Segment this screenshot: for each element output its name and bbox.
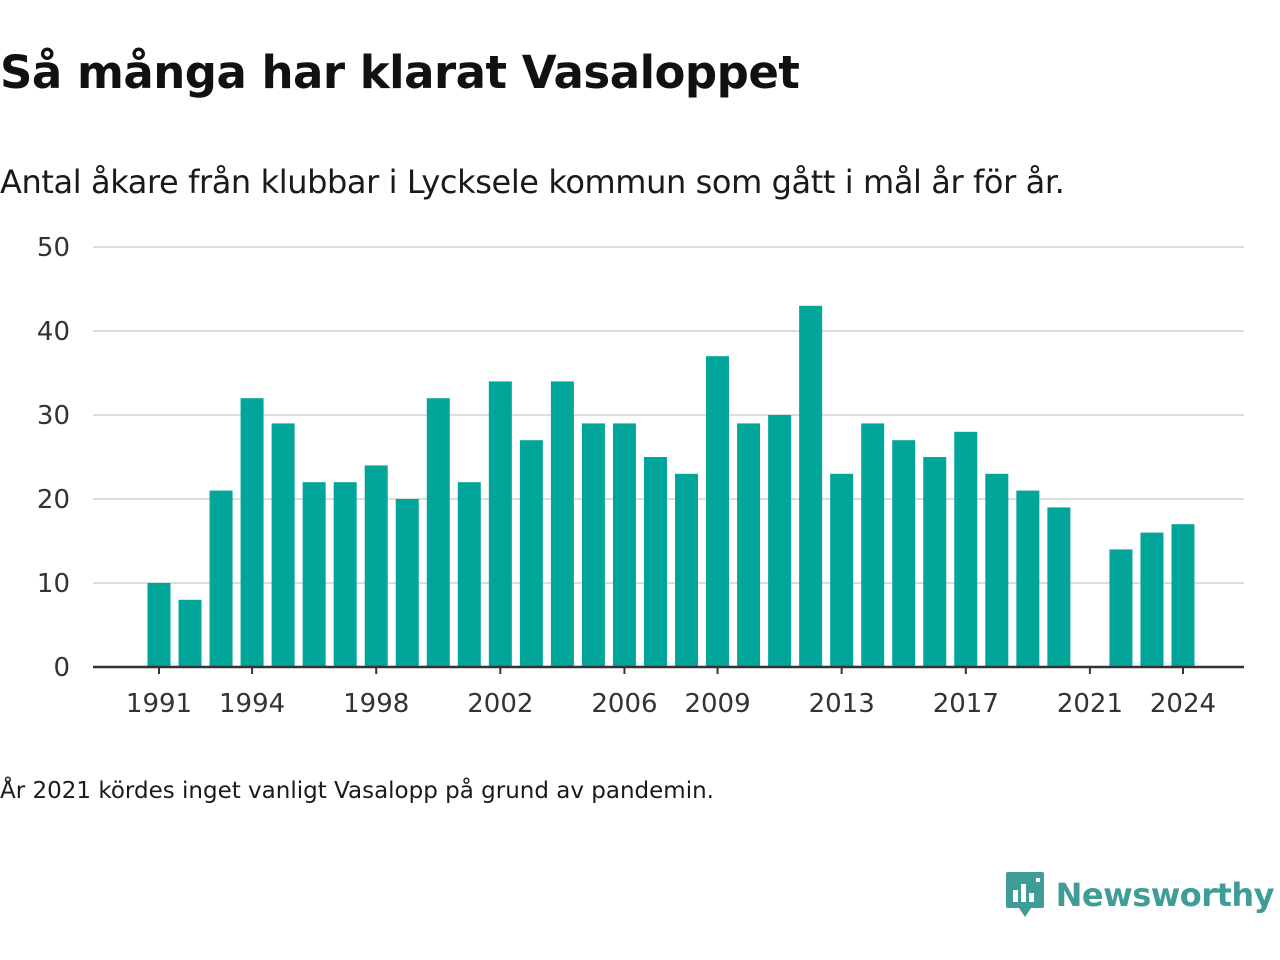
x-tick-label: 1994 — [219, 689, 285, 719]
bar-2003 — [519, 440, 543, 667]
bar-1997 — [333, 482, 357, 667]
bar-2010 — [737, 423, 761, 667]
bar-2013 — [830, 473, 854, 667]
bar-2008 — [675, 473, 699, 667]
bar-1995 — [271, 423, 295, 667]
bar-2015 — [892, 440, 916, 667]
bar-1991 — [147, 583, 171, 667]
bar-2020 — [1047, 507, 1071, 667]
bar-2023 — [1140, 532, 1164, 667]
y-tick-label: 50 — [37, 233, 70, 263]
x-tick-label: 2006 — [591, 689, 657, 719]
x-tick-label: 2009 — [684, 689, 750, 719]
bar-chart: 0 10 20 30 40 50 1991 1994 1998 2002 2006 2009 2013 2… — [37, 233, 1244, 719]
bar-1992 — [178, 599, 202, 667]
x-tick-label: 1991 — [126, 689, 192, 719]
bar-2018 — [985, 473, 1009, 667]
brand-logo: Newsworthy — [1004, 870, 1275, 920]
bar-2005 — [581, 423, 605, 667]
chart-footnote: År 2021 kördes inget vanligt Vasalopp på… — [0, 778, 714, 804]
bar-2002 — [488, 381, 512, 667]
x-tick-label: 2021 — [1057, 689, 1123, 719]
bar-2024 — [1171, 524, 1195, 667]
bar-1994 — [240, 398, 264, 667]
bar-2006 — [612, 423, 636, 667]
bar-2022 — [1109, 549, 1133, 667]
bar-2016 — [923, 457, 947, 667]
y-tick-label: 40 — [37, 317, 70, 347]
bar-1993 — [209, 490, 233, 667]
bar-2019 — [1016, 490, 1040, 667]
x-tick-label: 2013 — [809, 689, 875, 719]
x-tick-label: 1998 — [343, 689, 409, 719]
chart-title: Så många har klarat Vasaloppet — [0, 46, 800, 99]
bar-2004 — [550, 381, 574, 667]
bar-1999 — [395, 499, 419, 667]
newsworthy-logo-icon — [1005, 872, 1044, 917]
brand-name: Newsworthy — [1055, 876, 1275, 914]
bar-2000 — [426, 398, 450, 667]
y-tick-label: 10 — [37, 569, 70, 599]
y-tick-label: 30 — [37, 401, 70, 431]
x-tick-label: 2024 — [1150, 689, 1216, 719]
bar-1996 — [302, 482, 326, 667]
bar-1998 — [364, 465, 388, 667]
bar-2001 — [457, 482, 481, 667]
bar-2012 — [799, 305, 823, 667]
y-tick-label: 0 — [53, 653, 70, 683]
bar-2017 — [954, 431, 978, 667]
bar-2009 — [706, 356, 730, 667]
x-tick-label: 2002 — [467, 689, 533, 719]
bar-2014 — [861, 423, 885, 667]
chart-subtitle: Antal åkare från klubbar i Lycksele komm… — [0, 163, 1065, 201]
bar-2007 — [643, 457, 667, 667]
bar-2011 — [768, 415, 792, 667]
y-tick-label: 20 — [37, 485, 70, 515]
x-tick-label: 2017 — [933, 689, 999, 719]
